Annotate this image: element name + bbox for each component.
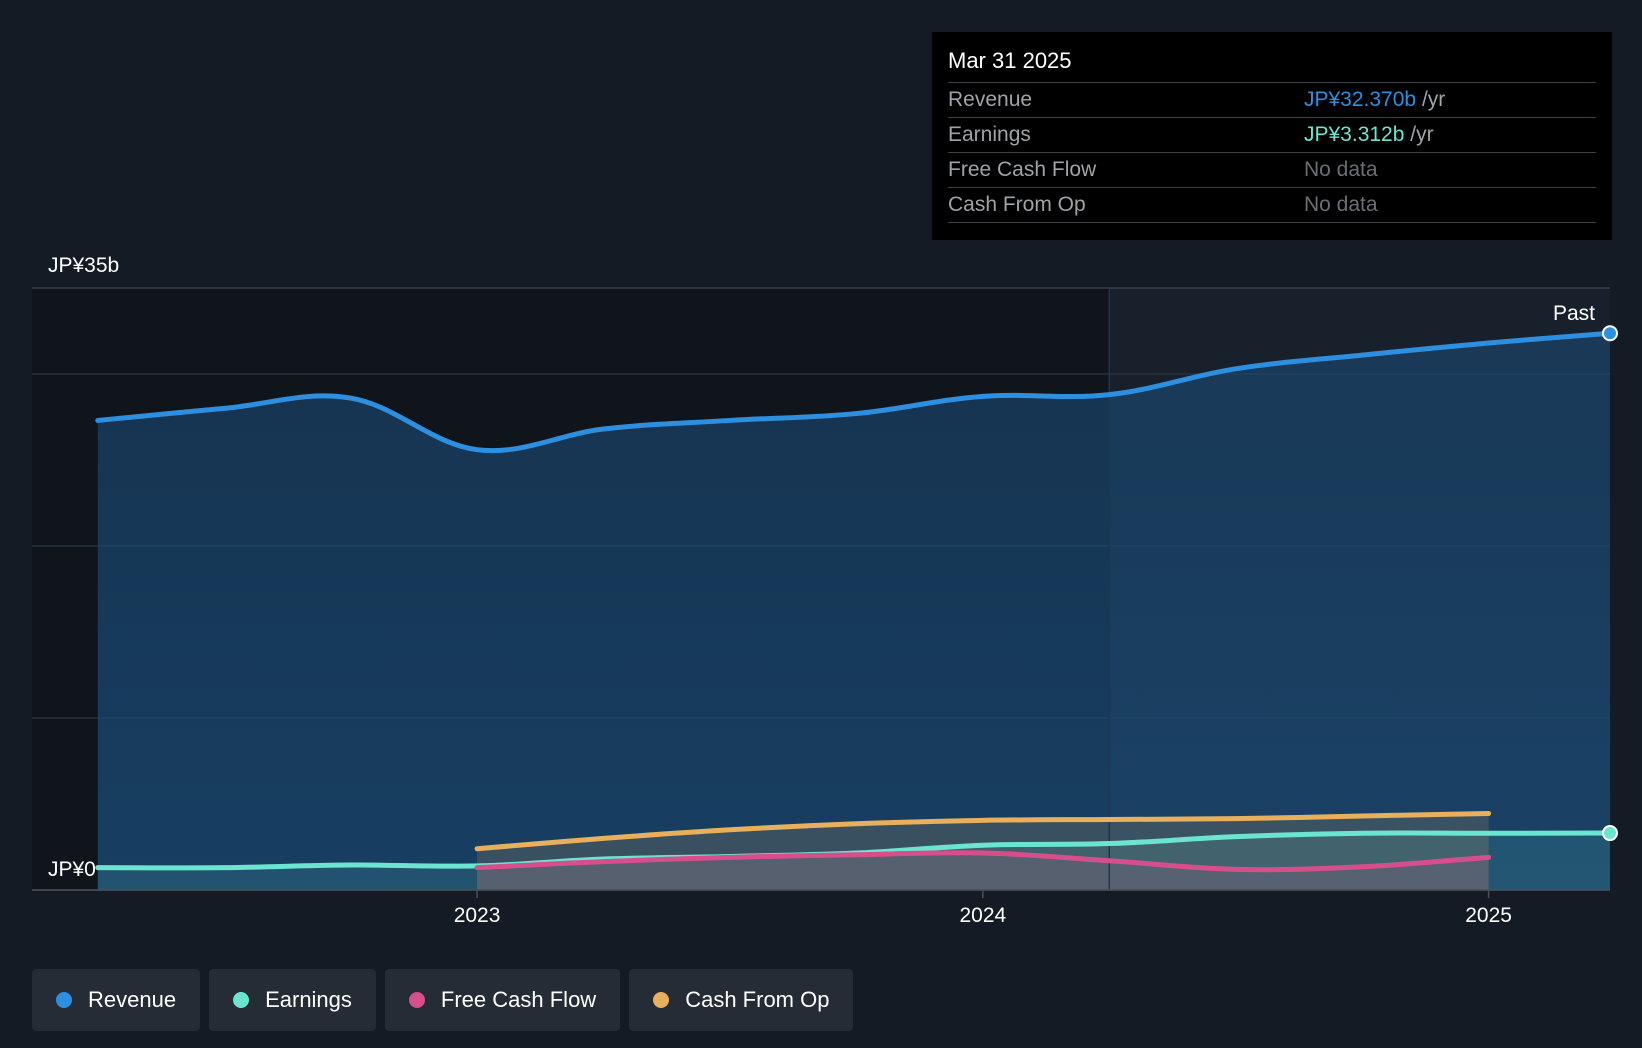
series-area-free-cash-flow [477, 852, 1489, 890]
legend-item-cash-from-op[interactable]: Cash From Op [629, 969, 854, 1031]
tooltip-panel: Mar 31 2025 Revenue JP¥32.370b /yr Earni… [932, 32, 1612, 240]
legend-label: Earnings [265, 987, 352, 1012]
tooltip-row-free-cash-flow: Free Cash Flow No data [948, 153, 1596, 188]
legend-dot-icon [56, 992, 72, 1008]
series-line-free-cash-flow [474, 850, 1492, 873]
y-tick-label: JP¥35b [48, 254, 119, 277]
tooltip-label: Cash From Op [948, 193, 1086, 216]
tooltip-label: Revenue [948, 88, 1033, 111]
y-axis-labels: JP¥35b JP¥0 [48, 254, 119, 881]
series-area-revenue [97, 333, 1610, 891]
legend-item-revenue[interactable]: Revenue [32, 969, 201, 1031]
tooltip-row-revenue: Revenue JP¥32.370b /yr [948, 83, 1596, 118]
tooltip-row-earnings: Earnings JP¥3.312b /yr [948, 118, 1596, 153]
tooltip-value: JP¥3.312b /yr [1304, 118, 1434, 152]
legend-item-earnings[interactable]: Earnings [209, 969, 376, 1031]
legend: Revenue Earnings Free Cash Flow Cash Fro… [32, 969, 854, 1031]
legend-dot-icon [408, 992, 425, 1008]
x-tick-label: 2025 [1465, 904, 1512, 927]
legend-dot-icon [653, 992, 670, 1008]
series-areas [97, 333, 1610, 891]
tooltip-value-text: No data [1304, 158, 1378, 181]
series-lines [95, 330, 1613, 873]
tooltip-label: Earnings [948, 123, 1031, 146]
tooltip-value: JP¥32.370b /yr [1304, 83, 1445, 117]
x-tick-label: 2024 [959, 904, 1006, 927]
legend-label: Cash From Op [685, 987, 830, 1012]
tooltip-unit: /yr [1416, 88, 1446, 111]
tooltip-value-text: No data [1304, 193, 1378, 216]
series-line-cash-from-op [474, 810, 1492, 852]
past-label: Past [1553, 302, 1595, 325]
series-end-point-revenue [1602, 325, 1618, 342]
legend-label: Revenue [88, 987, 177, 1012]
legend-dot-icon [233, 992, 250, 1008]
tooltip-label: Free Cash Flow [948, 158, 1097, 181]
legend-item-free-cash-flow[interactable]: Free Cash Flow [384, 969, 621, 1031]
tooltip-value-text: JP¥32.370b [1304, 88, 1417, 111]
series-end-point-earnings [1602, 825, 1618, 842]
tooltip-date: Mar 31 2025 [948, 46, 1596, 83]
x-tick-label: 2023 [454, 904, 501, 927]
tooltip-unit: /yr [1404, 123, 1434, 146]
series-area-earnings [97, 832, 1610, 890]
tooltip-value-text: JP¥3.312b [1304, 123, 1405, 146]
tooltip-row-cash-from-op: Cash From Op No data [948, 188, 1596, 223]
y-tick-label: JP¥0 [48, 858, 96, 881]
series-line-revenue [95, 330, 1613, 454]
series-end-markers [1602, 325, 1618, 842]
x-axis-ticks: 2023 2024 2025 [454, 890, 1512, 927]
legend-label: Free Cash Flow [440, 987, 597, 1012]
